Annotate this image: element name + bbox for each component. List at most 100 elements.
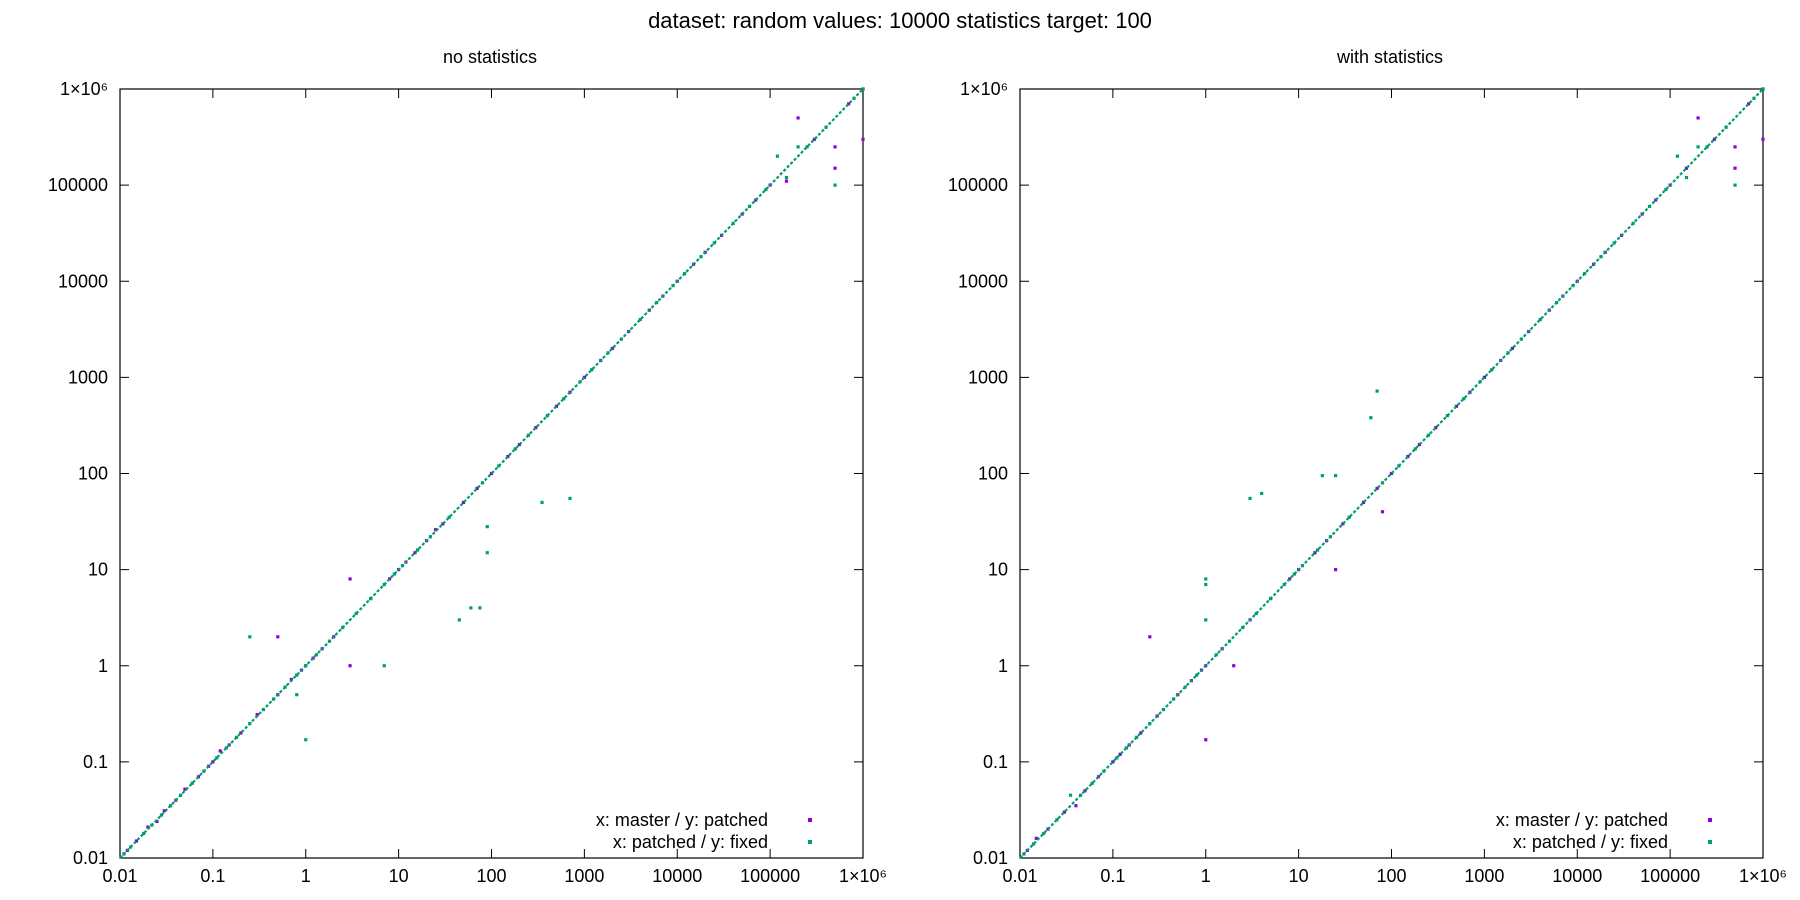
scatter-point (1733, 145, 1737, 149)
scatter-point (1042, 831, 1046, 836)
scatter-point (1068, 793, 1073, 797)
scatter-point (847, 102, 851, 106)
scatter-point (224, 746, 229, 750)
scatter-point (382, 664, 386, 668)
scatter-point (513, 447, 517, 451)
scatter-point (1426, 433, 1431, 437)
scatter-point (1631, 221, 1635, 225)
scatter-point (183, 787, 187, 791)
x-tick-label: 10000 (1552, 866, 1602, 886)
legend: x: master / y: patched x: patched / y: f… (1496, 810, 1712, 852)
scatter-point (852, 96, 856, 100)
scatter-point (489, 471, 494, 476)
panel-no-statistics: no statistics 0.01 0.1 1 10 100 1000 10000 1000… (48, 47, 887, 886)
scatter-point (1118, 752, 1122, 756)
scatter-point (1292, 572, 1296, 576)
legend: x: master / y: patched x: patched / y: f… (596, 810, 812, 852)
scatter-point (833, 166, 837, 170)
scatter-point (1482, 375, 1486, 379)
x-tick-label: 0.01 (1002, 866, 1037, 886)
legend-label-patched-fixed: x: patched / y: fixed (1513, 832, 1668, 852)
scatter-point (1055, 818, 1059, 822)
scatter-point (478, 606, 482, 610)
scatter-point (304, 664, 308, 668)
scatter-point (441, 522, 445, 526)
scatter-point (1111, 760, 1115, 764)
scatter-point (1232, 664, 1236, 668)
scatter-point (506, 454, 510, 459)
scatter-point (248, 635, 252, 639)
scatter-point (1204, 618, 1208, 622)
y-tick-label: 1 (998, 656, 1008, 676)
scatter-point (1724, 125, 1728, 129)
scatter-point (168, 804, 173, 808)
scatter-point (179, 793, 183, 797)
scatter-point (562, 397, 566, 401)
y-tick-label: 10000 (58, 271, 108, 291)
scatter-point (1761, 87, 1765, 91)
scatter-point (1102, 769, 1106, 773)
scatter-point (1115, 756, 1119, 760)
scatter-point (433, 528, 438, 532)
scatter-point (1031, 842, 1036, 846)
scatter-point (775, 154, 780, 158)
scatter-point (1313, 551, 1317, 555)
scatter-point (1079, 793, 1083, 797)
scatter-point (568, 496, 572, 501)
scatter-point (1139, 731, 1143, 735)
y-tick-label: 1000 (68, 367, 108, 387)
scatter-point (1752, 96, 1756, 100)
figure-title: dataset: random values: 10000 statistics… (648, 8, 1152, 33)
scatter-point (590, 368, 594, 372)
y-tick-label: 0.1 (983, 752, 1008, 772)
scatter-point (415, 548, 420, 552)
scatter-point (1341, 522, 1345, 526)
scatter-point (428, 535, 433, 539)
scatter-point (683, 272, 687, 276)
x-tick-label: 1×10⁶ (839, 866, 887, 886)
scatter-point (1333, 568, 1338, 572)
y-tick-label: 10 (88, 560, 108, 580)
legend-marker-master-patched (808, 818, 812, 822)
scatter-point (1454, 404, 1459, 408)
scatter-point (1288, 577, 1292, 581)
scatter-point (369, 596, 373, 601)
scatter-point (1654, 198, 1658, 202)
scatter-point (1171, 697, 1176, 701)
scatter-point (1747, 102, 1751, 106)
scatter-point (1248, 496, 1252, 501)
legend-label-patched-fixed: x: patched / y: fixed (613, 832, 768, 852)
scatter-point (1300, 564, 1305, 568)
scatter-point (1571, 284, 1575, 288)
scatter-point (1254, 611, 1258, 616)
y-tick-label: 0.01 (73, 848, 108, 868)
scatter-point (699, 255, 703, 259)
scatter-point (833, 183, 837, 187)
panel-with-statistics: with statistics 0.01 0.1 1 10 100 1000 10000 10… (948, 47, 1787, 886)
scatter-point (1761, 137, 1765, 141)
scatter-point (497, 464, 501, 468)
y-tick-label: 0.1 (83, 752, 108, 772)
scatter-point (304, 738, 308, 742)
x-tick-label: 10 (1289, 866, 1309, 886)
y-tick-label: 1×10⁶ (60, 79, 108, 99)
scatter-point (1214, 653, 1218, 657)
y-tick-label: 10000 (958, 271, 1008, 291)
scatter-point (1555, 300, 1559, 305)
y-tick-label: 100000 (48, 175, 108, 195)
scatter-point (134, 839, 138, 843)
scatter-point (1347, 515, 1351, 519)
scatter-point (271, 697, 276, 701)
scatter-point (1375, 389, 1379, 393)
scatter-point (1380, 481, 1385, 485)
scatter-point (517, 442, 522, 447)
scatter-point (215, 756, 219, 760)
panel-title: with statistics (1336, 47, 1443, 67)
x-tick-label: 0.01 (102, 866, 137, 886)
scatter-point (348, 577, 352, 581)
scatter-point (1389, 471, 1394, 476)
scatter-point (545, 414, 550, 418)
scatter-point (1161, 707, 1166, 712)
scatter-point (526, 433, 531, 437)
scatter-point (348, 664, 352, 668)
